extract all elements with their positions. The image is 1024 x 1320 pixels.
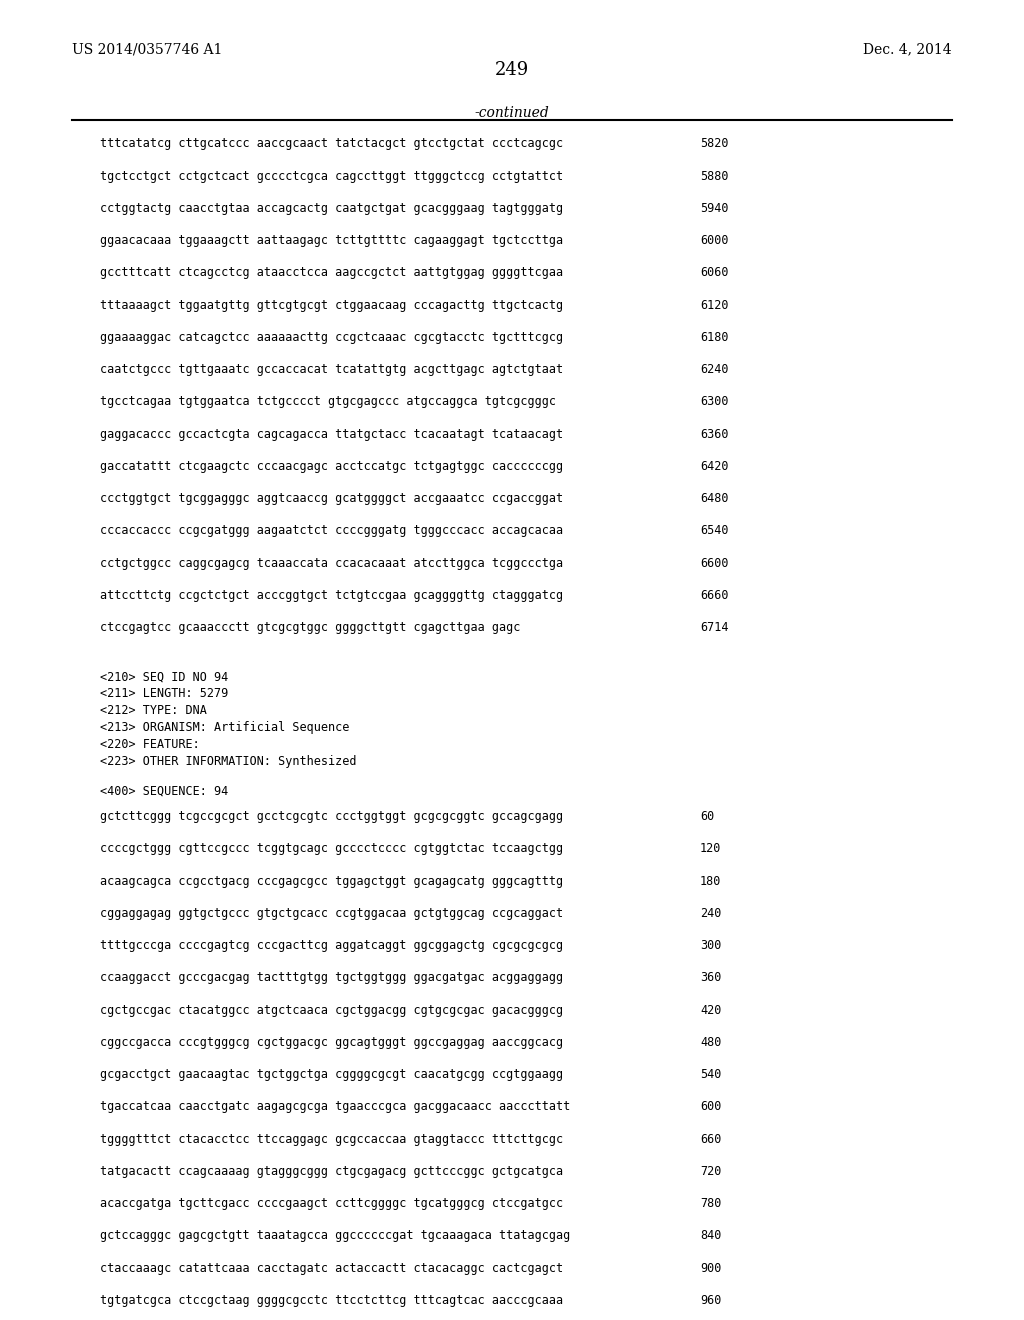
Text: 6120: 6120: [700, 298, 728, 312]
Text: ctccgagtcc gcaaaccctt gtcgcgtggc ggggcttgtt cgagcttgaa gagc: ctccgagtcc gcaaaccctt gtcgcgtggc ggggctt…: [100, 620, 520, 634]
Text: 6060: 6060: [700, 267, 728, 280]
Text: ctaccaaagc catattcaaa cacctagatc actaccactt ctacacaggc cactcgagct: ctaccaaagc catattcaaa cacctagatc actacca…: [100, 1262, 563, 1275]
Text: 960: 960: [700, 1294, 721, 1307]
Text: <211> LENGTH: 5279: <211> LENGTH: 5279: [100, 688, 228, 700]
Text: caatctgccc tgttgaaatc gccaccacat tcatattgtg acgcttgagc agtctgtaat: caatctgccc tgttgaaatc gccaccacat tcatatt…: [100, 363, 563, 376]
Text: 6300: 6300: [700, 396, 728, 408]
Text: ggaacacaaa tggaaagctt aattaagagc tcttgttttc cagaaggagt tgctccttga: ggaacacaaa tggaaagctt aattaagagc tcttgtt…: [100, 234, 563, 247]
Text: 6540: 6540: [700, 524, 728, 537]
Text: tgaccatcaa caacctgatc aagagcgcga tgaacccgca gacggacaacc aacccttatt: tgaccatcaa caacctgatc aagagcgcga tgaaccc…: [100, 1101, 570, 1113]
Text: 360: 360: [700, 972, 721, 985]
Text: 60: 60: [700, 810, 715, 824]
Text: 6714: 6714: [700, 620, 728, 634]
Text: US 2014/0357746 A1: US 2014/0357746 A1: [72, 42, 222, 57]
Text: <400> SEQUENCE: 94: <400> SEQUENCE: 94: [100, 785, 228, 797]
Text: <213> ORGANISM: Artificial Sequence: <213> ORGANISM: Artificial Sequence: [100, 721, 349, 734]
Text: 900: 900: [700, 1262, 721, 1275]
Text: acaagcagca ccgcctgacg cccgagcgcc tggagctggt gcagagcatg gggcagtttg: acaagcagca ccgcctgacg cccgagcgcc tggagct…: [100, 875, 563, 888]
Text: <220> FEATURE:: <220> FEATURE:: [100, 738, 200, 751]
Text: 6360: 6360: [700, 428, 728, 441]
Text: cctggtactg caacctgtaa accagcactg caatgctgat gcacgggaag tagtgggatg: cctggtactg caacctgtaa accagcactg caatgct…: [100, 202, 563, 215]
Text: 6180: 6180: [700, 331, 728, 345]
Text: attccttctg ccgctctgct acccggtgct tctgtccgaa gcaggggttg ctagggatcg: attccttctg ccgctctgct acccggtgct tctgtcc…: [100, 589, 563, 602]
Text: <212> TYPE: DNA: <212> TYPE: DNA: [100, 704, 207, 717]
Text: gctccagggc gagcgctgtt taaatagcca ggccccccgat tgcaaagaca ttatagcgag: gctccagggc gagcgctgtt taaatagcca ggccccc…: [100, 1229, 570, 1242]
Text: 5880: 5880: [700, 170, 728, 182]
Text: 840: 840: [700, 1229, 721, 1242]
Text: cccaccaccc ccgcgatggg aagaatctct ccccgggatg tgggcccacc accagcacaa: cccaccaccc ccgcgatggg aagaatctct ccccggg…: [100, 524, 563, 537]
Text: 420: 420: [700, 1003, 721, 1016]
Text: cggaggagag ggtgctgccc gtgctgcacc ccgtggacaa gctgtggcag ccgcaggact: cggaggagag ggtgctgccc gtgctgcacc ccgtgga…: [100, 907, 563, 920]
Text: Dec. 4, 2014: Dec. 4, 2014: [863, 42, 952, 57]
Text: 5940: 5940: [700, 202, 728, 215]
Text: 120: 120: [700, 842, 721, 855]
Text: tttaaaagct tggaatgttg gttcgtgcgt ctggaacaag cccagacttg ttgctcactg: tttaaaagct tggaatgttg gttcgtgcgt ctggaac…: [100, 298, 563, 312]
Text: ggaaaaggac catcagctcc aaaaaacttg ccgctcaaac cgcgtacctc tgctttcgcg: ggaaaaggac catcagctcc aaaaaacttg ccgctca…: [100, 331, 563, 345]
Text: <210> SEQ ID NO 94: <210> SEQ ID NO 94: [100, 671, 228, 684]
Text: tatgacactt ccagcaaaag gtagggcggg ctgcgagacg gcttcccggc gctgcatgca: tatgacactt ccagcaaaag gtagggcggg ctgcgag…: [100, 1164, 563, 1177]
Text: 6420: 6420: [700, 459, 728, 473]
Text: 720: 720: [700, 1164, 721, 1177]
Text: 249: 249: [495, 61, 529, 79]
Text: tgcctcagaa tgtggaatca tctgcccct gtgcgagccc atgccaggca tgtcgcgggc: tgcctcagaa tgtggaatca tctgcccct gtgcgagc…: [100, 396, 556, 408]
Text: ccctggtgct tgcggagggc aggtcaaccg gcatggggct accgaaatcc ccgaccggat: ccctggtgct tgcggagggc aggtcaaccg gcatggg…: [100, 492, 563, 506]
Text: 540: 540: [700, 1068, 721, 1081]
Text: 480: 480: [700, 1036, 721, 1049]
Text: 6000: 6000: [700, 234, 728, 247]
Text: tgctcctgct cctgctcact gcccctcgca cagccttggt ttgggctccg cctgtattct: tgctcctgct cctgctcact gcccctcgca cagcctt…: [100, 170, 563, 182]
Text: 6660: 6660: [700, 589, 728, 602]
Text: 240: 240: [700, 907, 721, 920]
Text: gcctttcatt ctcagcctcg ataacctcca aagccgctct aattgtggag ggggttcgaa: gcctttcatt ctcagcctcg ataacctcca aagccgc…: [100, 267, 563, 280]
Text: 6240: 6240: [700, 363, 728, 376]
Text: cctgctggcc caggcgagcg tcaaaccata ccacacaaat atccttggca tcggccctga: cctgctggcc caggcgagcg tcaaaccata ccacaca…: [100, 557, 563, 569]
Text: tttcatatcg cttgcatccc aaccgcaact tatctacgct gtcctgctat ccctcagcgc: tttcatatcg cttgcatccc aaccgcaact tatctac…: [100, 137, 563, 150]
Text: ccaaggacct gcccgacgag tactttgtgg tgctggtggg ggacgatgac acggaggagg: ccaaggacct gcccgacgag tactttgtgg tgctggt…: [100, 972, 563, 985]
Text: 180: 180: [700, 875, 721, 888]
Text: 6600: 6600: [700, 557, 728, 569]
Text: 300: 300: [700, 940, 721, 952]
Text: ttttgcccga ccccgagtcg cccgacttcg aggatcaggt ggcggagctg cgcgcgcgcg: ttttgcccga ccccgagtcg cccgacttcg aggatca…: [100, 940, 563, 952]
Text: cggccgacca cccgtgggcg cgctggacgc ggcagtgggt ggccgaggag aaccggcacg: cggccgacca cccgtgggcg cgctggacgc ggcagtg…: [100, 1036, 563, 1049]
Text: 5820: 5820: [700, 137, 728, 150]
Text: ccccgctggg cgttccgccc tcggtgcagc gcccctcccc cgtggtctac tccaagctgg: ccccgctggg cgttccgccc tcggtgcagc gcccctc…: [100, 842, 563, 855]
Text: tgtgatcgca ctccgctaag ggggcgcctc ttcctcttcg tttcagtcac aacccgcaaa: tgtgatcgca ctccgctaag ggggcgcctc ttcctct…: [100, 1294, 563, 1307]
Text: acaccgatga tgcttcgacc ccccgaagct ccttcggggc tgcatgggcg ctccgatgcc: acaccgatga tgcttcgacc ccccgaagct ccttcgg…: [100, 1197, 563, 1210]
Text: gctcttcggg tcgccgcgct gcctcgcgtc ccctggtggt gcgcgcggtc gccagcgagg: gctcttcggg tcgccgcgct gcctcgcgtc ccctggt…: [100, 810, 563, 824]
Text: 600: 600: [700, 1101, 721, 1113]
Text: tggggtttct ctacacctcc ttccaggagc gcgccaccaa gtaggtaccc tttcttgcgc: tggggtttct ctacacctcc ttccaggagc gcgccac…: [100, 1133, 563, 1146]
Text: gaccatattt ctcgaagctc cccaacgagc acctccatgc tctgagtggc caccccccgg: gaccatattt ctcgaagctc cccaacgagc acctcca…: [100, 459, 563, 473]
Text: cgctgccgac ctacatggcc atgctcaaca cgctggacgg cgtgcgcgac gacacgggcg: cgctgccgac ctacatggcc atgctcaaca cgctgga…: [100, 1003, 563, 1016]
Text: -continued: -continued: [475, 106, 549, 120]
Text: gcgacctgct gaacaagtac tgctggctga cggggcgcgt caacatgcgg ccgtggaagg: gcgacctgct gaacaagtac tgctggctga cggggcg…: [100, 1068, 563, 1081]
Text: 660: 660: [700, 1133, 721, 1146]
Text: <223> OTHER INFORMATION: Synthesized: <223> OTHER INFORMATION: Synthesized: [100, 755, 356, 768]
Text: 6480: 6480: [700, 492, 728, 506]
Text: gaggacaccc gccactcgta cagcagacca ttatgctacc tcacaatagt tcataacagt: gaggacaccc gccactcgta cagcagacca ttatgct…: [100, 428, 563, 441]
Text: 780: 780: [700, 1197, 721, 1210]
